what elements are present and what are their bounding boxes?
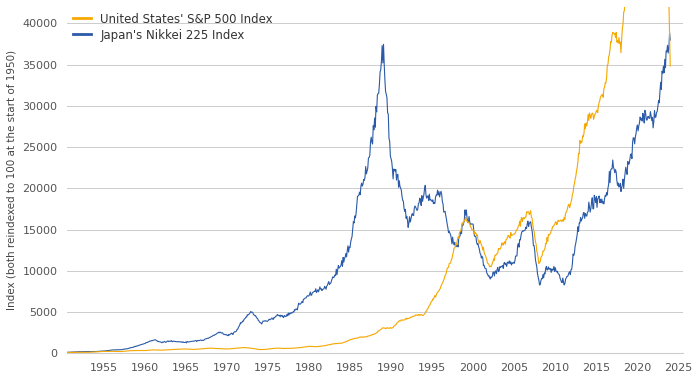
Y-axis label: Index (both reindexed to 100 at the start of 1950): Index (both reindexed to 100 at the star…: [7, 50, 17, 310]
Legend: United States' S&P 500 Index, Japan's Nikkei 225 Index: United States' S&P 500 Index, Japan's Ni…: [74, 13, 273, 42]
